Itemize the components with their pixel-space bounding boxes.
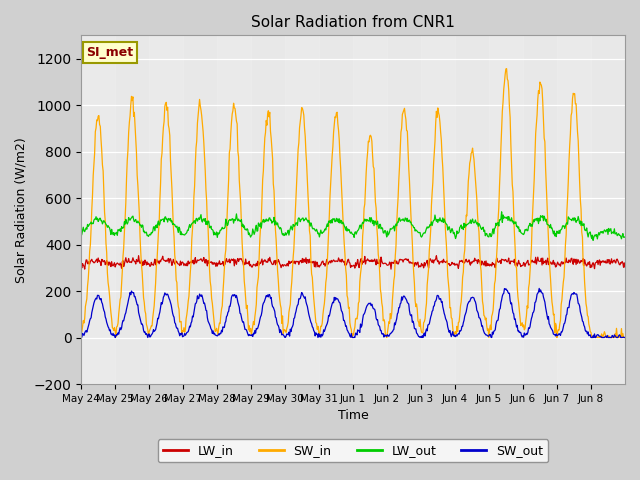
LW_out [77,233,85,239]
LW_out [498,209,506,215]
Text: SI_met: SI_met [86,46,134,59]
SW_in [141,308,149,314]
LW_in [77,263,85,269]
LW_out [409,223,417,228]
SW_out [111,335,119,340]
SW_in [268,146,276,152]
LW_out [589,238,597,243]
Bar [353,36,387,384]
LW_in [243,261,250,266]
SW_in [410,270,417,276]
LW_in [269,262,277,267]
Bar [285,36,319,384]
LW_in [411,264,419,269]
LW_out [440,219,447,225]
SW_in [77,328,85,334]
SW_out [269,304,276,310]
Y-axis label: Solar Radiation (W/m2): Solar Radiation (W/m2) [15,137,28,283]
Title: Solar Radiation from CNR1: Solar Radiation from CNR1 [251,15,455,30]
LW_out [268,220,276,226]
LW_in [290,260,298,266]
Bar [421,36,455,384]
SW_in [621,335,629,340]
SW_out [410,321,417,326]
LW_out [241,227,249,232]
SW_in [241,286,249,291]
SW_out [289,322,297,327]
SW_in [289,266,296,272]
SW_out [242,326,250,332]
LW_in [621,264,629,270]
SW_out [77,331,85,337]
Bar [489,36,523,384]
SW_out [621,335,629,340]
LW_out [289,227,296,233]
Line: LW_out: LW_out [81,212,625,240]
Bar [217,36,251,384]
Line: SW_out: SW_out [81,288,625,337]
SW_out [440,311,448,316]
X-axis label: Time: Time [338,409,369,422]
LW_out [621,234,629,240]
Bar [81,36,115,384]
Line: LW_in: LW_in [81,256,625,269]
Line: SW_in: SW_in [81,69,625,337]
LW_in [135,253,143,259]
SW_in [503,66,511,72]
LW_out [141,230,149,236]
LW_in [143,262,150,268]
SW_in [440,198,448,204]
LW_in [81,266,88,272]
SW_out [536,286,543,291]
LW_in [441,259,449,264]
Bar [557,36,591,384]
Bar [149,36,183,384]
Legend: LW_in, SW_in, LW_out, SW_out: LW_in, SW_in, LW_out, SW_out [157,439,548,462]
SW_out [142,332,150,337]
SW_in [383,335,390,340]
